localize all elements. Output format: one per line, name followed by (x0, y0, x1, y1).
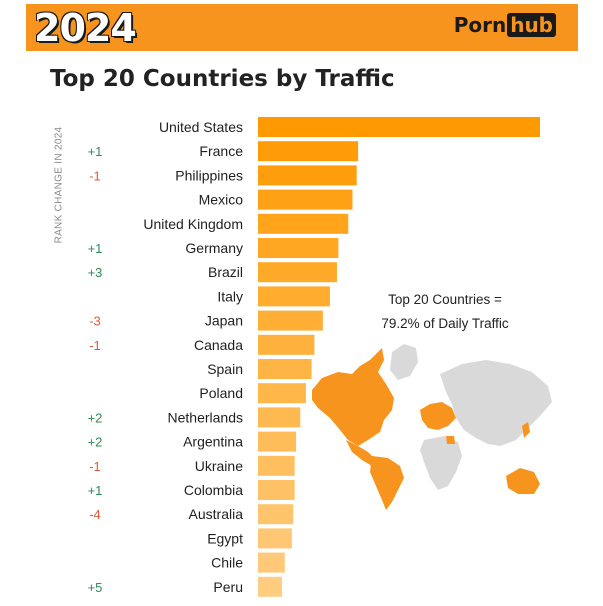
category-label: Netherlands (168, 409, 244, 425)
bar (258, 334, 315, 355)
map-asia (440, 360, 552, 446)
rank-change-label: +2 (88, 410, 103, 425)
rank-change-label: -4 (89, 507, 101, 522)
rank-change-label: +5 (88, 580, 103, 595)
bar (258, 576, 282, 597)
bar (258, 504, 294, 525)
traffic-share-annotation: Top 20 Countries = 79.2% of Daily Traffi… (365, 288, 525, 336)
map-egypt (446, 436, 455, 444)
year-badge: 2024 (34, 6, 137, 50)
bar (258, 286, 330, 307)
brand-logo-text: Porn (453, 13, 507, 37)
bar (258, 141, 359, 162)
annotation-line-2: 79.2% of Daily Traffic (381, 316, 509, 331)
category-label: Germany (185, 240, 243, 256)
category-label: Poland (199, 385, 243, 401)
bar (258, 359, 312, 379)
map-south-america (370, 456, 404, 510)
category-label: Peru (213, 579, 243, 595)
rank-change-label: -3 (89, 314, 101, 329)
bar (258, 238, 339, 258)
rank-change-label: +1 (88, 144, 103, 159)
bar (258, 480, 295, 500)
bar (258, 552, 285, 573)
category-label: Chile (211, 555, 243, 571)
bar (258, 213, 349, 234)
rank-change-label: -1 (89, 338, 101, 353)
category-label: Australia (189, 506, 244, 522)
category-label: Argentina (183, 434, 243, 450)
category-label: Brazil (208, 264, 243, 280)
rank-change-label: +3 (88, 265, 103, 280)
category-label: Egypt (207, 530, 243, 546)
world-map-icon (312, 344, 552, 510)
category-label: Colombia (184, 482, 243, 498)
annotation-line-1: Top 20 Countries = (388, 292, 502, 307)
category-label: Philippines (175, 167, 243, 183)
map-australia (506, 468, 540, 494)
bar (258, 383, 306, 404)
bar (258, 455, 295, 476)
bar (258, 189, 353, 210)
rank-change-label: -1 (89, 168, 101, 183)
category-label: Spain (207, 361, 243, 377)
rank-change-label: +1 (88, 241, 103, 256)
bar (258, 431, 297, 452)
brand-logo-hub: hub (507, 13, 556, 37)
header-banner: 2024 Porn hub (26, 4, 578, 51)
map-japan (522, 422, 530, 438)
bar (258, 262, 337, 283)
map-north-america (312, 348, 394, 446)
category-label: Mexico (199, 192, 244, 208)
rank-change-label: -1 (89, 459, 101, 474)
bar (258, 165, 357, 186)
rank-change-label: +1 (88, 483, 103, 498)
bars-group: United States France +1 Philippines -1 Mexico… (88, 117, 540, 597)
map-europe (420, 402, 456, 430)
category-label: Japan (205, 313, 243, 329)
category-label: France (199, 143, 243, 159)
brand-logo: Porn hub (454, 13, 556, 37)
bar (258, 407, 301, 428)
chart-title: Top 20 Countries by Traffic (50, 66, 395, 92)
category-label: United Kingdom (143, 216, 243, 232)
map-africa (420, 436, 462, 490)
rank-change-label: +2 (88, 435, 103, 450)
category-label: Ukraine (195, 458, 243, 474)
map-greenland (390, 344, 418, 380)
category-label: United States (159, 119, 243, 135)
category-label: Italy (217, 288, 243, 304)
bar (258, 528, 292, 549)
category-label: Canada (194, 337, 243, 353)
bar (258, 310, 323, 331)
map-mexico (346, 440, 376, 466)
bar (258, 117, 540, 137)
